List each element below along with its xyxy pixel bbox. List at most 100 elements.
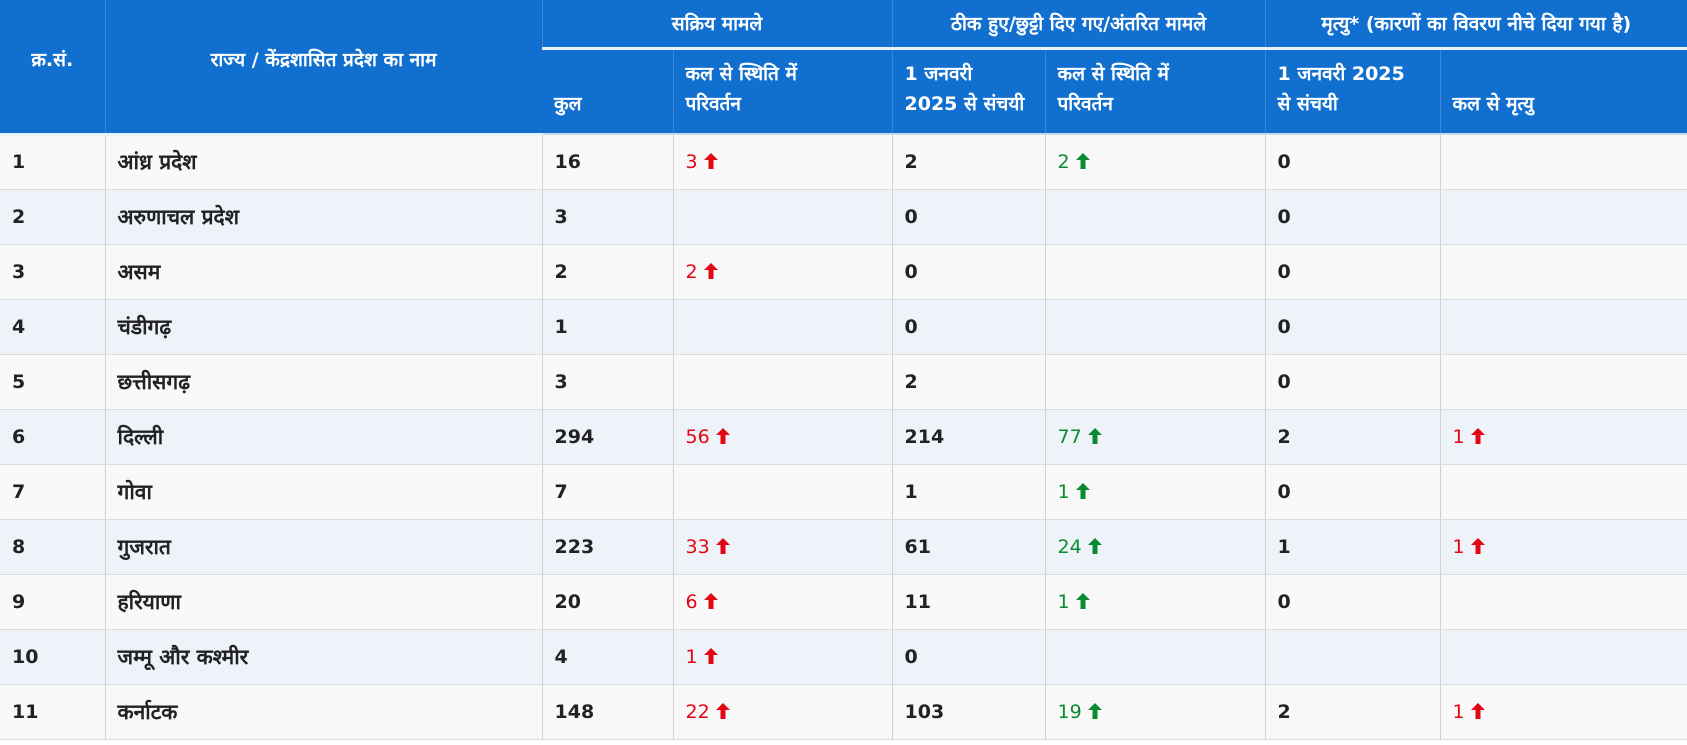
table-row: 9 हरियाणा 20 6 11 1 0 <box>0 574 1687 630</box>
cell-discharged-change <box>1044 244 1266 300</box>
change-indicator: 1 <box>686 646 718 668</box>
change-value: 24 <box>1057 535 1082 558</box>
change-indicator: 22 <box>686 701 730 723</box>
cell-active: 3 <box>541 354 673 410</box>
header-deaths-group: मृत्यु* (कारणों का विवरण नीचे दिया गया ह… <box>1264 0 1687 50</box>
cell-active: 148 <box>541 684 673 740</box>
cell-state: असम <box>104 244 542 300</box>
cell-sno: 7 <box>0 464 105 520</box>
cell-deaths-change <box>1439 299 1687 355</box>
header-state-name: राज्य / केंद्रशासित प्रदेश का नाम <box>104 0 542 136</box>
cell-deaths-change <box>1439 189 1687 245</box>
cell-active: 7 <box>541 464 673 520</box>
cell-discharged: 214 <box>891 409 1045 465</box>
up-arrow-icon <box>703 592 718 612</box>
change-indicator: 1 <box>1058 591 1090 613</box>
change-indicator: 3 <box>686 151 718 173</box>
change-indicator: 24 <box>1058 536 1102 558</box>
cell-sno: 2 <box>0 189 105 245</box>
cell-active-change: 1 <box>672 629 892 685</box>
change-indicator: 56 <box>686 426 730 448</box>
cell-deaths-change: 1 <box>1439 409 1687 465</box>
cell-deaths: 0 <box>1264 464 1441 520</box>
cell-discharged-change: 1 <box>1044 464 1266 520</box>
cell-discharged: 0 <box>891 299 1045 355</box>
table-body: 1 आंध्र प्रदेश 16 3 2 2 0 2 अरुणाचल प्रदेश 3 0 0 3 अस… <box>0 133 1687 740</box>
table-row: 5 छत्तीसगढ़ 3 2 0 <box>0 354 1687 410</box>
cell-deaths: 0 <box>1264 133 1441 190</box>
up-arrow-icon <box>1087 427 1102 447</box>
cell-discharged: 0 <box>891 629 1045 685</box>
change-value: 1 <box>1057 590 1070 613</box>
cell-discharged-change: 1 <box>1044 574 1266 630</box>
cell-sno: 10 <box>0 629 105 685</box>
change-value: 1 <box>1452 535 1465 558</box>
up-arrow-icon <box>1075 482 1090 502</box>
cell-discharged: 1 <box>891 464 1045 520</box>
header-active-change: कल से स्थिति में परिवर्तन <box>672 48 892 134</box>
header-deaths-cumulative: 1 जनवरी 2025 से संचयी <box>1264 48 1441 134</box>
table-row: 6 दिल्ली 294 56 214 77 2 1 <box>0 409 1687 465</box>
cell-discharged-change: 19 <box>1044 684 1266 740</box>
up-arrow-icon <box>715 702 730 722</box>
change-value: 19 <box>1057 700 1082 723</box>
header-discharged-cumulative: 1 जनवरी 2025 से संचयी <box>891 48 1045 134</box>
cell-active-change <box>672 189 892 245</box>
header-active-cases-group: सक्रिय मामले <box>541 0 892 50</box>
up-arrow-icon <box>1075 152 1090 172</box>
change-value: 1 <box>1452 700 1465 723</box>
up-arrow-icon <box>703 647 718 667</box>
cell-discharged-change <box>1044 629 1266 685</box>
change-value: 2 <box>1057 150 1070 173</box>
cell-deaths: 0 <box>1264 574 1441 630</box>
table-row: 8 गुजरात 223 33 61 24 1 1 <box>0 519 1687 575</box>
up-arrow-icon <box>1470 537 1485 557</box>
table-row: 10 जम्मू और कश्मीर 4 1 0 <box>0 629 1687 685</box>
change-indicator: 19 <box>1058 701 1102 723</box>
cell-discharged-change <box>1044 189 1266 245</box>
cell-active-change: 22 <box>672 684 892 740</box>
cell-sno: 9 <box>0 574 105 630</box>
change-value: 56 <box>685 425 710 448</box>
cell-state: दिल्ली <box>104 409 542 465</box>
cell-deaths: 2 <box>1264 409 1441 465</box>
cell-deaths-change: 1 <box>1439 684 1687 740</box>
cell-deaths: 0 <box>1264 299 1441 355</box>
cell-sno: 1 <box>0 133 105 190</box>
cell-active-change: 56 <box>672 409 892 465</box>
cell-deaths: 0 <box>1264 189 1441 245</box>
change-indicator: 1 <box>1453 426 1485 448</box>
table-row: 2 अरुणाचल प्रदेश 3 0 0 <box>0 189 1687 245</box>
cell-state: अरुणाचल प्रदेश <box>104 189 542 245</box>
cell-sno: 5 <box>0 354 105 410</box>
cell-deaths-change <box>1439 464 1687 520</box>
cell-discharged: 61 <box>891 519 1045 575</box>
cell-sno: 4 <box>0 299 105 355</box>
cell-discharged-change <box>1044 299 1266 355</box>
cell-active: 16 <box>541 133 673 190</box>
cell-active-change: 2 <box>672 244 892 300</box>
up-arrow-icon <box>1087 702 1102 722</box>
cell-state: जम्मू और कश्मीर <box>104 629 542 685</box>
table-row: 11 कर्नाटक 148 22 103 19 2 1 <box>0 684 1687 740</box>
table-row: 1 आंध्र प्रदेश 16 3 2 2 0 <box>0 133 1687 190</box>
change-value: 3 <box>685 150 698 173</box>
cell-active-change <box>672 354 892 410</box>
change-indicator: 1 <box>1453 701 1485 723</box>
cell-deaths <box>1264 629 1441 685</box>
cell-deaths-change: 1 <box>1439 519 1687 575</box>
cell-active: 3 <box>541 189 673 245</box>
change-indicator: 1 <box>1453 536 1485 558</box>
up-arrow-icon <box>1470 702 1485 722</box>
table-row: 3 असम 2 2 0 0 <box>0 244 1687 300</box>
cell-deaths-change <box>1439 574 1687 630</box>
cell-discharged: 103 <box>891 684 1045 740</box>
cell-active-change: 33 <box>672 519 892 575</box>
cell-active: 2 <box>541 244 673 300</box>
up-arrow-icon <box>1075 592 1090 612</box>
change-indicator: 1 <box>1058 481 1090 503</box>
cell-discharged-change: 77 <box>1044 409 1266 465</box>
header-discharged-change: कल से स्थिति में परिवर्तन <box>1044 48 1266 134</box>
cell-discharged-change: 2 <box>1044 133 1266 190</box>
cell-discharged: 2 <box>891 133 1045 190</box>
